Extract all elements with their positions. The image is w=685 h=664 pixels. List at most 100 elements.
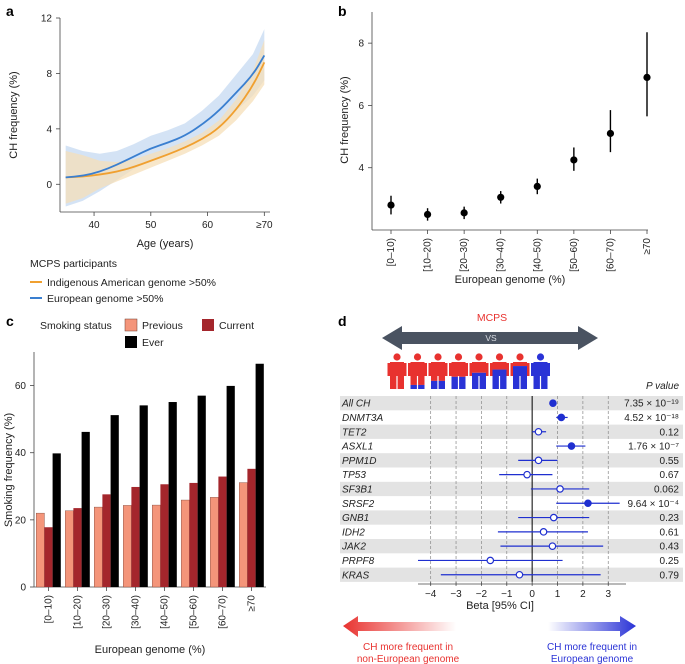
beta-point bbox=[515, 570, 524, 579]
person-icon bbox=[428, 353, 448, 389]
p-value: 4.52 × 10⁻¹⁸ bbox=[624, 413, 679, 424]
panel-c-y-label: Smoking frequency (%) bbox=[3, 413, 15, 527]
series-line-1 bbox=[65, 54, 266, 179]
person-arm bbox=[465, 363, 468, 376]
panel-c-legend-previous: Previous bbox=[142, 320, 183, 332]
x-tick-label: 3 bbox=[605, 589, 611, 600]
beta-point bbox=[549, 513, 558, 522]
x-tick-label: ≥70 bbox=[256, 220, 273, 231]
y-tick-label: 20 bbox=[15, 515, 27, 526]
x-tick-label: [20–30) bbox=[102, 595, 113, 629]
bar-ever bbox=[197, 395, 206, 587]
panel-a-bands bbox=[65, 29, 265, 207]
gene-label: SRSF2 bbox=[342, 499, 375, 510]
x-tick-label: [30–40) bbox=[131, 595, 142, 629]
person-body-red bbox=[451, 362, 466, 377]
panel-b-points bbox=[387, 32, 651, 221]
person-head bbox=[413, 353, 422, 361]
bar-previous bbox=[238, 482, 248, 588]
beta-point bbox=[567, 442, 576, 450]
x-tick-label: [10–20) bbox=[423, 238, 434, 272]
gene-label: DNMT3A bbox=[342, 413, 383, 424]
x-tick-label: [50–60) bbox=[189, 595, 200, 629]
data-point bbox=[533, 182, 541, 190]
person-leg-gap bbox=[437, 376, 439, 389]
row-shade bbox=[340, 510, 683, 525]
x-tick-label: −4 bbox=[425, 589, 437, 600]
panel-letter-c: c bbox=[6, 313, 14, 329]
panel-d-right-caption-1: CH more frequent in bbox=[547, 642, 637, 653]
person-head bbox=[454, 353, 463, 361]
person-arm bbox=[404, 363, 407, 376]
gene-label: JAK2 bbox=[341, 542, 366, 553]
bar-current bbox=[73, 508, 82, 587]
panel-d-chart: MCPS VS All CH 7.35 × 10⁻¹⁹ DNMT3A 4.52 × 1… bbox=[340, 312, 683, 664]
bar-current bbox=[44, 527, 53, 587]
panel-letter-a: a bbox=[6, 3, 14, 19]
panel-d-x-ticks: −4 −3 −2 −1 0 1 2 3 bbox=[425, 581, 611, 600]
x-tick-label: 40 bbox=[88, 220, 100, 231]
p-value: 0.43 bbox=[660, 542, 680, 553]
panel-letter-b: b bbox=[338, 3, 347, 19]
panel-c-x-label: European genome (%) bbox=[95, 644, 206, 656]
panel-c-legend-ever: Ever bbox=[142, 337, 164, 349]
person-icon bbox=[408, 353, 427, 389]
p-value: 9.64 × 10⁻⁴ bbox=[627, 499, 679, 510]
gene-label: GNB1 bbox=[342, 513, 369, 524]
row-shade bbox=[340, 396, 683, 411]
person-head bbox=[536, 353, 545, 361]
bar-ever bbox=[255, 363, 264, 587]
x-tick-label: [30–40) bbox=[496, 238, 507, 272]
person-leg-gap bbox=[519, 376, 521, 389]
bar-current bbox=[247, 468, 256, 587]
gene-label: KRAS bbox=[342, 570, 370, 581]
panel-a-legend-indigenous: Indigenous American genome >50% bbox=[47, 277, 216, 289]
x-tick-label: 0 bbox=[529, 589, 535, 600]
x-tick-label: 2 bbox=[580, 589, 586, 600]
bar-previous bbox=[151, 504, 161, 588]
y-tick-label: 8 bbox=[358, 39, 364, 50]
ci-band-0 bbox=[65, 40, 265, 204]
person-body-red bbox=[410, 362, 425, 385]
person-arm bbox=[531, 363, 534, 376]
x-tick-label: [50–60) bbox=[569, 238, 580, 272]
p-value: 0.12 bbox=[660, 427, 680, 438]
x-tick-label: [40–50) bbox=[532, 238, 543, 272]
beta-point bbox=[523, 470, 531, 479]
p-value: 0.61 bbox=[660, 527, 680, 538]
gene-label: PPM1D bbox=[342, 456, 376, 467]
panel-b-x-label: European genome (%) bbox=[455, 274, 566, 286]
panel-b-x-ticks: [0–10) [10–20) [20–30) [30–40) [40–50) [50–60… bbox=[386, 230, 653, 272]
x-tick-label: [0–10) bbox=[44, 595, 55, 623]
x-tick-label: 1 bbox=[555, 589, 561, 600]
data-point bbox=[423, 210, 432, 219]
person-arm bbox=[445, 363, 448, 376]
p-value: 0.25 bbox=[660, 556, 680, 567]
panel-d-vs-label: VS bbox=[485, 333, 497, 343]
person-head bbox=[434, 353, 442, 361]
bar-previous bbox=[209, 497, 219, 588]
bar-ever bbox=[226, 385, 235, 587]
person-body-red bbox=[431, 362, 445, 381]
person-arm bbox=[527, 363, 530, 376]
p-value: 7.35 × 10⁻¹⁹ bbox=[624, 399, 679, 410]
bar-current bbox=[189, 482, 198, 587]
p-value: 0.79 bbox=[660, 570, 680, 581]
person-head bbox=[393, 353, 401, 361]
panel-d-rows: All CH 7.35 × 10⁻¹⁹ DNMT3A 4.52 × 10⁻¹⁸ TET2… bbox=[341, 399, 679, 582]
beta-point bbox=[548, 542, 557, 550]
panel-a-legend-european: European genome >50% bbox=[47, 293, 163, 305]
panel-d-vs-arrow: VS bbox=[382, 326, 598, 350]
person-body-red bbox=[492, 362, 507, 370]
y-tick-label: 0 bbox=[20, 583, 26, 594]
panel-d-left-arrow bbox=[343, 616, 456, 637]
bar-ever bbox=[52, 453, 61, 587]
x-tick-label: [60–70) bbox=[218, 595, 229, 629]
bar-current bbox=[102, 494, 111, 587]
y-tick-label: 12 bbox=[41, 14, 53, 25]
y-tick-label: 40 bbox=[15, 448, 27, 459]
person-icon bbox=[469, 353, 489, 389]
person-head bbox=[495, 353, 504, 361]
person-arm bbox=[486, 363, 489, 376]
